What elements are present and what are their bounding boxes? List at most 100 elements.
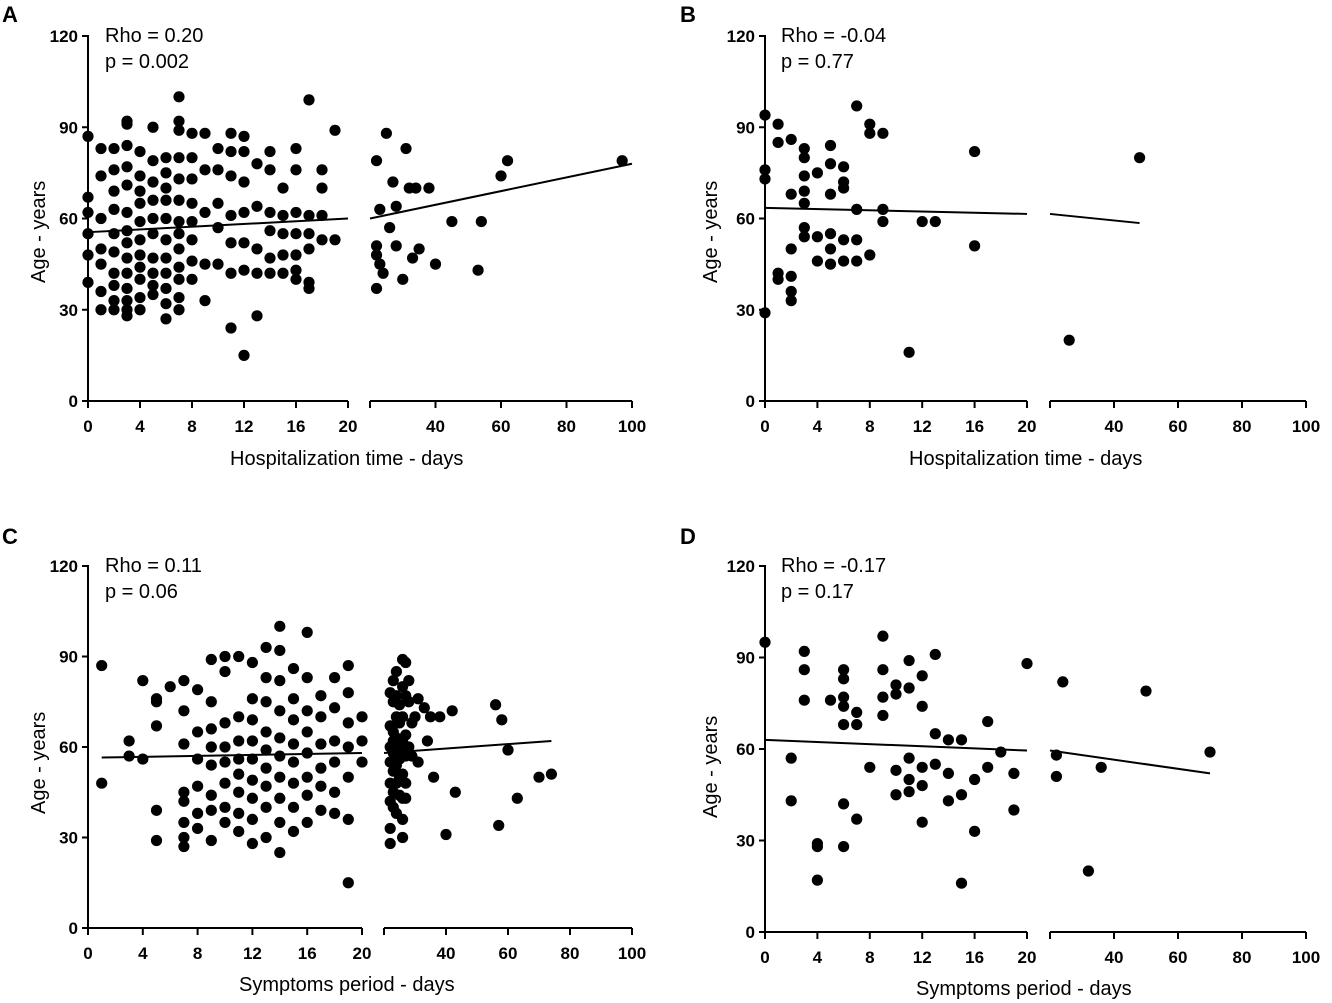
data-point: [301, 816, 313, 829]
data-point: [246, 693, 258, 705]
data-point: [772, 136, 784, 149]
panel-b: 0 30 60 90 120 0 4 8 12 16 20 40 60 80 100 B Rho = -0.…: [666, 0, 1332, 500]
data-point: [186, 215, 198, 228]
data-point: [785, 270, 797, 282]
data-point: [274, 792, 286, 804]
data-point: [1008, 767, 1020, 779]
data-point: [969, 825, 981, 837]
data-point: [929, 215, 941, 228]
data-point: [903, 654, 915, 667]
data-point: [496, 714, 508, 726]
data-point: [238, 264, 250, 276]
data-point: [290, 142, 302, 155]
data-point: [916, 761, 928, 773]
data-point: [982, 761, 994, 773]
data-point: [95, 142, 107, 155]
data-point: [260, 726, 272, 738]
data-point: [798, 152, 810, 164]
data-point: [205, 789, 217, 801]
data-point: [400, 142, 412, 155]
data-point: [329, 735, 341, 747]
data-point: [82, 228, 94, 240]
data-point: [277, 249, 289, 261]
data-point: [186, 255, 198, 267]
data-point: [301, 771, 313, 783]
data-point: [490, 699, 502, 711]
data-point: [423, 182, 435, 194]
data-point: [225, 237, 237, 249]
data-point: [316, 182, 328, 194]
data-point: [798, 664, 810, 676]
data-point: [147, 228, 159, 240]
data-point: [274, 732, 286, 744]
p-value-text: p = 0.17: [781, 581, 854, 603]
data-point: [219, 717, 231, 729]
data-point: [290, 273, 302, 285]
data-point: [160, 313, 172, 325]
data-point: [877, 203, 889, 215]
data-point: [785, 133, 797, 146]
data-point: [173, 124, 185, 136]
data-point: [173, 273, 185, 285]
data-point: [160, 267, 172, 279]
data-point: [1008, 804, 1020, 816]
x-tick-label: 40: [1105, 948, 1124, 967]
data-point: [303, 228, 315, 240]
data-point: [108, 203, 120, 215]
data-point: [916, 670, 928, 682]
rho-text: Rho = -0.04: [781, 25, 887, 47]
p-value-text: p = 0.002: [105, 51, 189, 73]
data-point: [160, 194, 172, 206]
data-point: [246, 735, 258, 747]
data-point: [82, 249, 94, 261]
data-point: [798, 170, 810, 182]
data-point: [942, 734, 954, 746]
data-point: [903, 752, 915, 764]
data-point: [192, 822, 204, 835]
data-point: [178, 738, 190, 750]
data-point: [342, 771, 354, 783]
data-point: [903, 346, 915, 358]
data-point: [785, 285, 797, 298]
data-point: [173, 91, 185, 103]
panel-label: D: [680, 524, 696, 549]
data-point: [400, 792, 412, 804]
regression-line-segment-1: [764, 738, 1028, 752]
data-point: [370, 282, 383, 295]
data-point: [501, 155, 514, 167]
data-point: [390, 665, 402, 678]
data-point: [192, 753, 204, 765]
data-point: [903, 682, 915, 694]
data-point: [916, 215, 928, 228]
data-point: [400, 656, 412, 669]
data-point: [287, 756, 300, 768]
data-point: [421, 735, 433, 747]
data-point: [260, 831, 272, 844]
y-tick-label: 90: [59, 648, 78, 667]
data-point: [186, 173, 198, 185]
data-point: [260, 780, 272, 792]
data-point: [824, 158, 837, 170]
data-point: [199, 127, 211, 139]
data-point: [178, 840, 190, 853]
data-point: [903, 786, 915, 798]
y-tick-label: 120: [727, 27, 755, 46]
data-point: [772, 118, 784, 130]
data-point: [545, 768, 558, 780]
chart-svg-b: 0 30 60 90 120 0 4 8 12 16 20 40 60 80 100: [727, 27, 1321, 436]
data-point: [903, 773, 915, 786]
data-point: [495, 170, 507, 182]
data-point: [274, 846, 286, 859]
data-point: [472, 264, 484, 276]
data-point: [290, 249, 302, 261]
data-point: [877, 215, 889, 228]
data-point: [798, 231, 810, 243]
data-point: [890, 764, 902, 776]
data-point: [303, 282, 315, 295]
data-point: [173, 304, 185, 316]
data-point: [759, 164, 771, 176]
data-point: [178, 795, 190, 807]
y-tick-label: 120: [50, 27, 78, 46]
x-tick-label: 12: [913, 417, 932, 436]
data-point: [238, 176, 250, 188]
